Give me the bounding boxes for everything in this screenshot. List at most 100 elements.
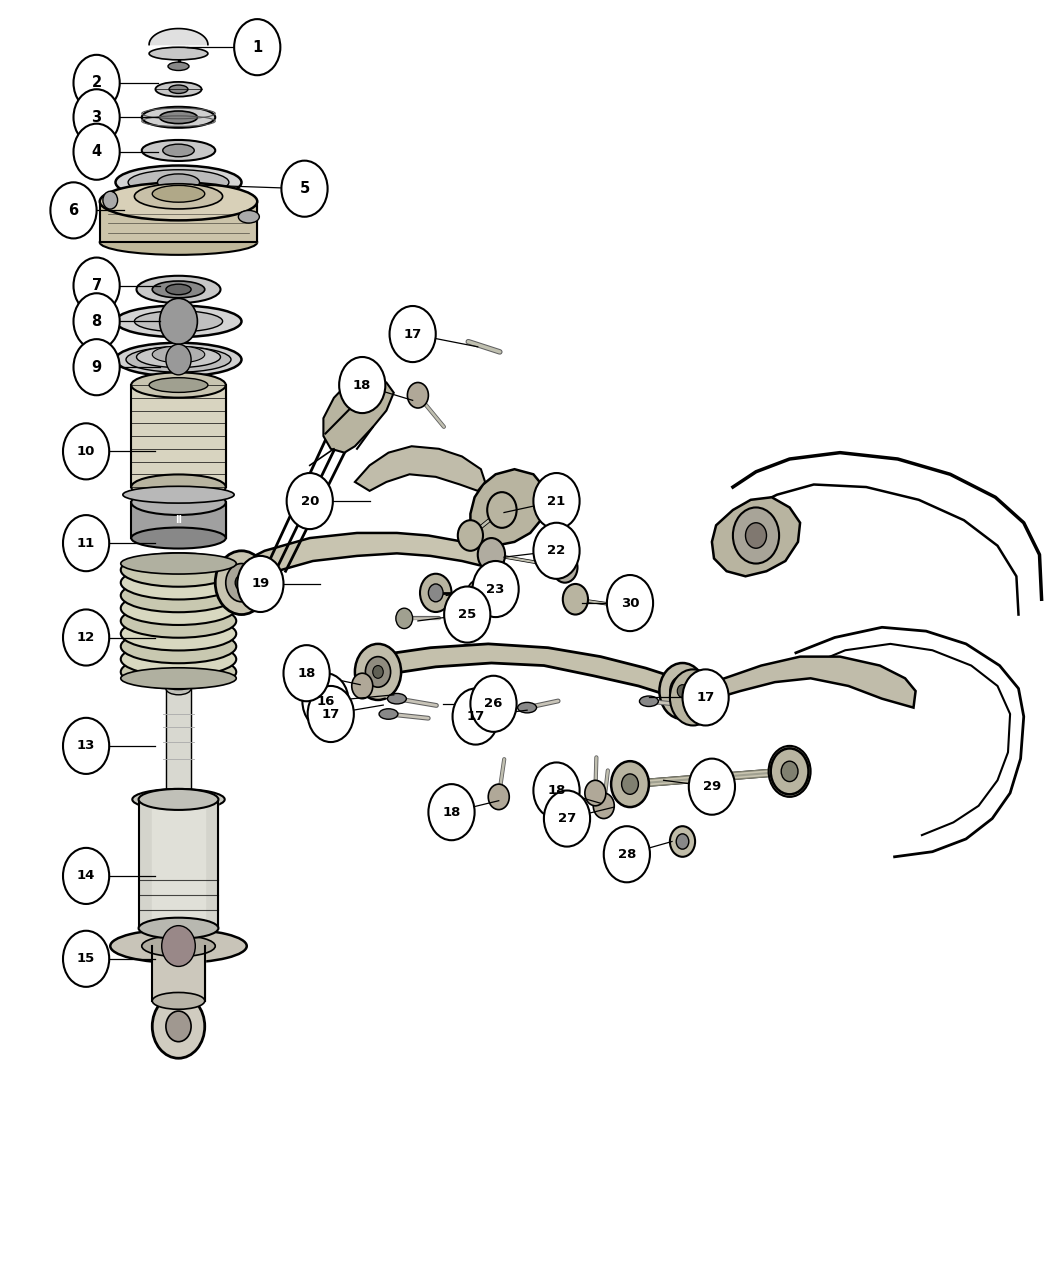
Text: 30: 30 — [621, 597, 639, 609]
Circle shape — [308, 686, 354, 742]
Circle shape — [453, 688, 499, 745]
Circle shape — [682, 685, 704, 710]
Circle shape — [152, 994, 205, 1058]
Ellipse shape — [152, 185, 205, 203]
Ellipse shape — [121, 553, 236, 586]
Text: 25: 25 — [458, 608, 477, 621]
Polygon shape — [152, 806, 205, 922]
Text: 14: 14 — [77, 870, 96, 882]
Text: 22: 22 — [547, 544, 566, 557]
Circle shape — [607, 575, 653, 631]
Circle shape — [689, 759, 735, 815]
Ellipse shape — [100, 230, 257, 255]
Circle shape — [585, 780, 606, 806]
Circle shape — [533, 523, 580, 579]
Ellipse shape — [149, 377, 208, 393]
Circle shape — [166, 1011, 191, 1042]
Circle shape — [74, 339, 120, 395]
Ellipse shape — [121, 592, 236, 625]
Circle shape — [74, 124, 120, 180]
Ellipse shape — [639, 696, 658, 706]
Text: 17: 17 — [321, 708, 340, 720]
Circle shape — [74, 89, 120, 145]
Ellipse shape — [116, 306, 242, 337]
Text: II: II — [175, 515, 182, 525]
Ellipse shape — [166, 284, 191, 295]
Circle shape — [428, 584, 443, 602]
Circle shape — [373, 666, 383, 678]
Text: 5: 5 — [299, 181, 310, 196]
Text: 8: 8 — [91, 314, 102, 329]
Text: 2: 2 — [91, 75, 102, 91]
Ellipse shape — [131, 474, 226, 500]
Polygon shape — [166, 688, 191, 793]
Ellipse shape — [121, 668, 236, 688]
Circle shape — [215, 551, 268, 615]
Circle shape — [670, 676, 695, 706]
Ellipse shape — [142, 107, 215, 128]
Ellipse shape — [169, 85, 188, 93]
Text: 7: 7 — [91, 278, 102, 293]
Circle shape — [733, 507, 779, 564]
Circle shape — [609, 593, 630, 618]
Circle shape — [487, 492, 517, 528]
Polygon shape — [152, 946, 205, 1001]
Circle shape — [234, 19, 280, 75]
Text: 28: 28 — [617, 848, 636, 861]
Polygon shape — [595, 799, 612, 806]
Ellipse shape — [387, 694, 406, 704]
Circle shape — [160, 298, 197, 344]
Circle shape — [287, 473, 333, 529]
Circle shape — [420, 574, 451, 612]
Ellipse shape — [110, 929, 247, 963]
Circle shape — [281, 161, 328, 217]
Text: 18: 18 — [297, 667, 316, 680]
Ellipse shape — [131, 528, 226, 548]
Circle shape — [103, 191, 118, 209]
Circle shape — [659, 663, 706, 719]
Ellipse shape — [121, 566, 236, 599]
Text: 13: 13 — [77, 740, 96, 752]
Polygon shape — [365, 644, 693, 701]
Text: 9: 9 — [91, 360, 102, 375]
Circle shape — [284, 645, 330, 701]
Ellipse shape — [131, 490, 226, 515]
Ellipse shape — [128, 170, 229, 195]
Circle shape — [396, 608, 413, 629]
Ellipse shape — [116, 343, 242, 376]
Circle shape — [478, 538, 505, 571]
Circle shape — [593, 793, 614, 819]
Circle shape — [339, 357, 385, 413]
Circle shape — [63, 423, 109, 479]
Circle shape — [533, 473, 580, 529]
Circle shape — [74, 55, 120, 111]
Ellipse shape — [163, 144, 194, 157]
Text: 4: 4 — [91, 144, 102, 159]
Ellipse shape — [121, 604, 236, 638]
Ellipse shape — [379, 709, 398, 719]
Ellipse shape — [121, 630, 236, 663]
Ellipse shape — [518, 703, 537, 713]
Ellipse shape — [152, 346, 205, 363]
Polygon shape — [323, 376, 394, 453]
Ellipse shape — [132, 789, 225, 810]
Ellipse shape — [168, 62, 189, 70]
Circle shape — [444, 586, 490, 643]
Text: 6: 6 — [68, 203, 79, 218]
Polygon shape — [226, 533, 504, 593]
Text: 21: 21 — [547, 495, 566, 507]
Circle shape — [365, 657, 391, 687]
Circle shape — [162, 926, 195, 966]
Text: 3: 3 — [91, 110, 102, 125]
Ellipse shape — [160, 674, 197, 690]
Circle shape — [670, 669, 716, 725]
Circle shape — [611, 761, 649, 807]
Polygon shape — [131, 502, 226, 538]
Ellipse shape — [136, 347, 220, 367]
Circle shape — [458, 520, 483, 551]
Text: 12: 12 — [77, 631, 96, 644]
Ellipse shape — [121, 579, 236, 612]
Text: 26: 26 — [484, 697, 503, 710]
Ellipse shape — [116, 166, 242, 199]
Text: 10: 10 — [77, 445, 96, 458]
